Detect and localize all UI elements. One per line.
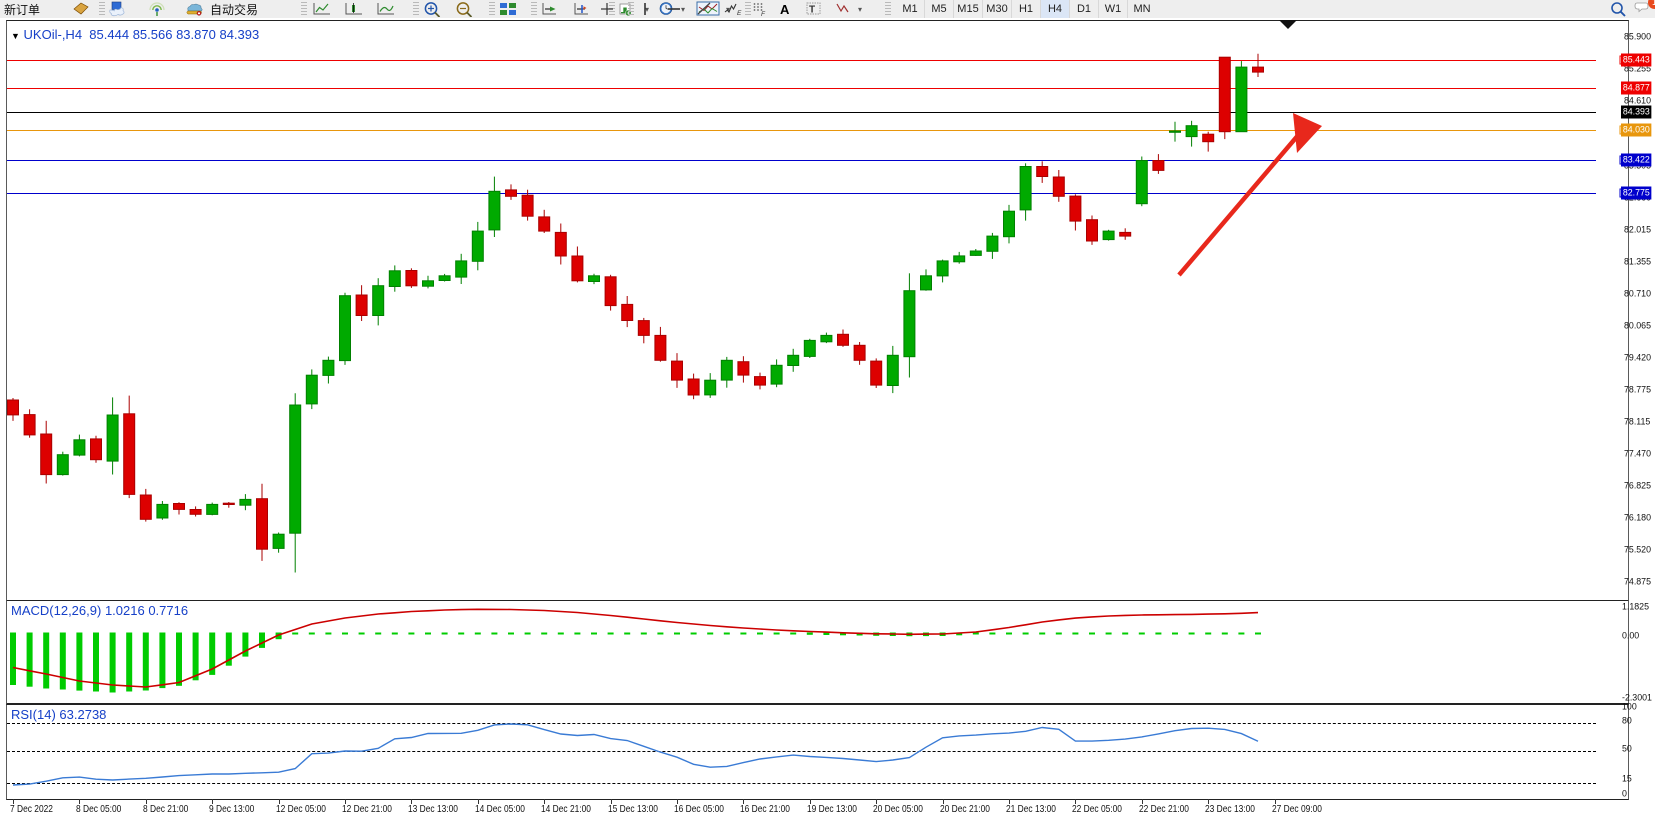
svg-text:E: E — [737, 10, 742, 17]
svg-text:T: T — [809, 5, 815, 16]
svg-text:F: F — [761, 11, 766, 17]
